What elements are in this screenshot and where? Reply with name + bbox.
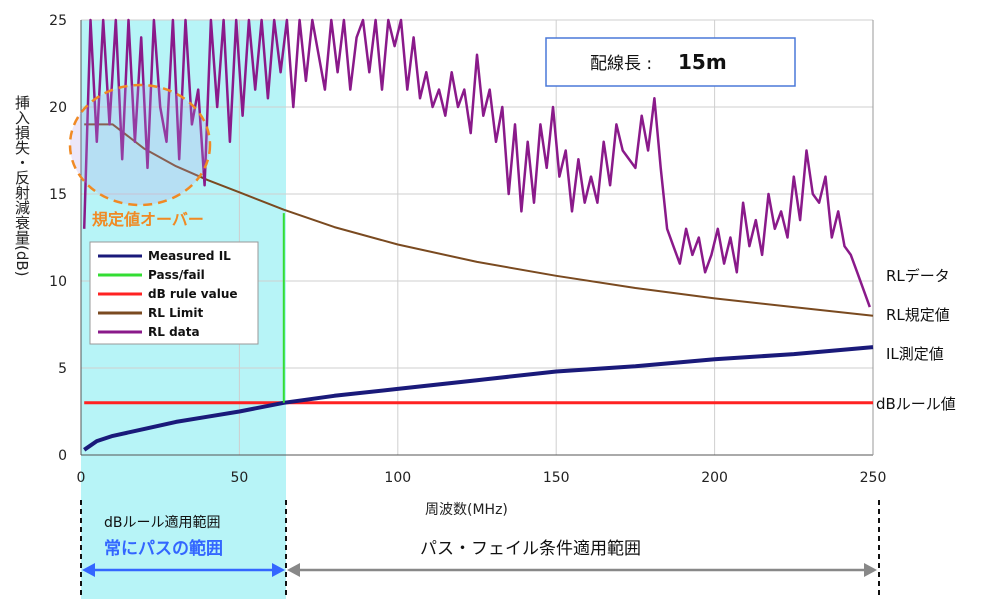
cable-length-label: 配線長 : bbox=[590, 54, 652, 74]
y-tick-label: 15 bbox=[49, 187, 67, 203]
region-pass-fail-label: パス・フェイル条件適用範囲 bbox=[420, 539, 641, 559]
series-group bbox=[82, 18, 874, 452]
region-always-pass-label: 常にパスの範囲 bbox=[104, 538, 223, 559]
y-tick-label: 10 bbox=[49, 274, 67, 290]
pass-fail-arrow bbox=[287, 563, 877, 577]
over-limit-label: 規定値オーバー bbox=[92, 210, 204, 229]
over-limit-circle bbox=[68, 83, 212, 207]
cable-length-box bbox=[545, 37, 796, 87]
y-tick-label: 5 bbox=[58, 361, 67, 377]
always-pass-arrow bbox=[82, 563, 285, 577]
x-tick-label: 0 bbox=[77, 470, 86, 486]
series-rl-data bbox=[82, 18, 871, 308]
x-tick-labels: 0 50 100 150 200 250 bbox=[77, 470, 887, 486]
x-tick-label: 50 bbox=[230, 470, 248, 486]
y-tick-label: 20 bbox=[49, 100, 67, 116]
y-tick-label: 25 bbox=[49, 13, 67, 29]
x-axis-label: 周波数(MHz) bbox=[425, 502, 508, 518]
y-axis-label: 挿入損失・反射減衰量(dB) bbox=[13, 95, 31, 277]
grid bbox=[81, 19, 874, 455]
legend-label: Pass/fail bbox=[148, 268, 205, 282]
legend-label: dB rule value bbox=[148, 287, 238, 301]
legend-label: Measured IL bbox=[148, 249, 231, 263]
cable-length-value: 15m bbox=[678, 50, 727, 74]
y-tick-label: 0 bbox=[58, 448, 67, 464]
x-tick-label: 150 bbox=[543, 470, 570, 486]
x-tick-label: 100 bbox=[384, 470, 411, 486]
series-rl-limit bbox=[84, 123, 874, 317]
right-label-rl-data: RLデータ bbox=[886, 267, 950, 285]
right-label-il: IL測定値 bbox=[886, 345, 944, 363]
right-label-rl-limit: RL規定値 bbox=[886, 306, 950, 324]
x-tick-label: 250 bbox=[860, 470, 887, 486]
legend-label: RL Limit bbox=[148, 306, 203, 320]
legend: Measured IL Pass/fail dB rule value RL Limi… bbox=[89, 241, 259, 345]
x-tick-label: 200 bbox=[701, 470, 728, 486]
region-db-rule-label: dBルール適用範囲 bbox=[104, 514, 221, 531]
series-measured-il bbox=[83, 345, 874, 452]
right-label-db-rule: dBルール値 bbox=[876, 395, 956, 413]
y-tick-labels: 0 5 10 15 20 25 bbox=[49, 13, 67, 464]
legend-label: RL data bbox=[148, 325, 200, 339]
